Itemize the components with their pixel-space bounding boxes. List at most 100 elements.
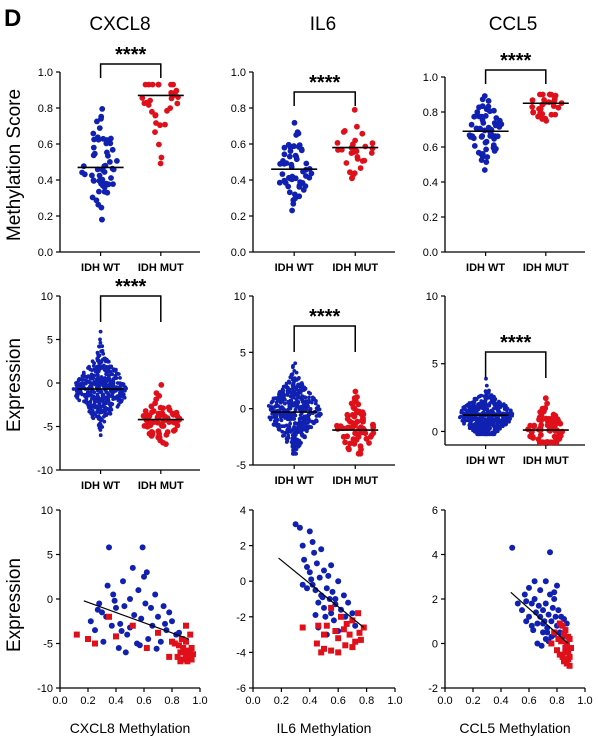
data-point bbox=[551, 629, 558, 636]
data-point bbox=[149, 81, 156, 88]
data-point bbox=[332, 628, 339, 634]
data-point bbox=[183, 638, 189, 645]
data-point bbox=[139, 544, 146, 551]
data-point bbox=[96, 600, 103, 607]
data-point bbox=[358, 411, 365, 418]
data-point bbox=[110, 384, 115, 389]
data-point bbox=[113, 396, 117, 401]
data-point bbox=[501, 402, 506, 407]
category-label: IDH WT bbox=[81, 480, 120, 492]
data-point bbox=[307, 419, 311, 423]
data-point bbox=[99, 375, 104, 379]
data-point bbox=[286, 153, 293, 160]
data-point bbox=[341, 127, 348, 134]
data-point bbox=[528, 600, 535, 607]
data-point bbox=[487, 420, 492, 425]
data-point bbox=[73, 631, 80, 638]
data-point bbox=[97, 344, 101, 349]
data-point bbox=[292, 521, 299, 528]
y-tick-label: 0.8 bbox=[423, 107, 438, 119]
data-point bbox=[96, 423, 101, 428]
data-point bbox=[96, 369, 101, 373]
data-point bbox=[548, 640, 555, 647]
data-point bbox=[276, 426, 281, 431]
x-tick-label: 0.2 bbox=[274, 695, 289, 707]
data-point bbox=[155, 434, 162, 441]
x-tick-label: 0.8 bbox=[359, 695, 374, 707]
data-point bbox=[91, 364, 96, 368]
data-point bbox=[299, 581, 306, 588]
data-point bbox=[475, 149, 482, 156]
data-point bbox=[537, 409, 544, 415]
data-point bbox=[542, 600, 549, 607]
data-point bbox=[288, 161, 295, 168]
y-tick-label: 0 bbox=[432, 426, 438, 438]
data-point bbox=[96, 416, 101, 421]
y-tick-label: 4 bbox=[432, 550, 438, 562]
category-label: IDH MUT bbox=[332, 262, 378, 274]
data-point bbox=[480, 403, 485, 408]
data-point bbox=[285, 436, 290, 440]
data-point bbox=[296, 524, 303, 531]
data-point bbox=[104, 189, 111, 196]
data-point bbox=[349, 644, 356, 651]
data-point bbox=[360, 624, 367, 631]
data-point bbox=[283, 160, 290, 167]
category-label: IDH MUT bbox=[138, 480, 184, 492]
y-tick-label: -2 bbox=[428, 683, 438, 695]
data-point bbox=[352, 622, 359, 629]
category-label: IDH MUT bbox=[332, 475, 378, 487]
data-point bbox=[150, 408, 157, 414]
data-point bbox=[98, 204, 105, 211]
data-point bbox=[143, 99, 150, 106]
data-point bbox=[370, 430, 377, 436]
data-point bbox=[115, 381, 120, 385]
data-point bbox=[111, 390, 115, 394]
data-point bbox=[109, 146, 116, 153]
data-point bbox=[94, 606, 101, 613]
data-point bbox=[542, 395, 549, 402]
y-tick-label: 0 bbox=[47, 378, 53, 390]
data-point bbox=[152, 129, 158, 136]
significance-bracket bbox=[484, 69, 547, 84]
data-point bbox=[301, 556, 308, 563]
data-point bbox=[143, 569, 150, 576]
data-point bbox=[100, 397, 104, 402]
y-tick-label: 2 bbox=[240, 541, 246, 553]
data-point bbox=[315, 599, 322, 606]
data-point bbox=[101, 351, 106, 356]
data-point bbox=[468, 424, 473, 429]
data-point bbox=[329, 588, 336, 595]
chart-correlation-cxcl8: -10 -5 0 5 10 0.0 0.2 0.4 0.6 0.8 1.0 CXCL8 Methyla… bbox=[37, 505, 208, 736]
gene-title-cxcl8: CXCL8 bbox=[89, 14, 150, 35]
y-tick-label: 0.0 bbox=[38, 247, 53, 259]
data-point bbox=[164, 429, 171, 435]
data-point bbox=[468, 121, 475, 128]
data-point bbox=[122, 649, 129, 656]
data-point bbox=[104, 389, 108, 394]
data-point bbox=[84, 381, 88, 386]
data-point bbox=[312, 587, 319, 594]
data-point bbox=[536, 106, 542, 112]
data-point bbox=[294, 378, 299, 382]
data-point bbox=[556, 430, 563, 437]
data-point bbox=[566, 636, 573, 642]
data-point bbox=[479, 399, 484, 403]
data-point bbox=[483, 146, 489, 153]
gene-title-ccl5: CCL5 bbox=[489, 14, 538, 35]
data-point bbox=[531, 422, 538, 429]
data-point bbox=[80, 392, 85, 397]
y-tick-label: 0.0 bbox=[231, 247, 246, 259]
row-label-methylation: Methylation Score bbox=[4, 89, 25, 241]
data-point bbox=[476, 432, 480, 437]
data-point bbox=[479, 153, 486, 160]
data-point bbox=[118, 628, 125, 634]
data-point bbox=[101, 384, 106, 389]
data-point bbox=[279, 400, 283, 405]
data-point bbox=[118, 376, 122, 380]
data-point bbox=[476, 104, 482, 111]
data-point bbox=[309, 539, 316, 545]
data-point bbox=[85, 636, 91, 642]
data-point bbox=[112, 377, 116, 381]
